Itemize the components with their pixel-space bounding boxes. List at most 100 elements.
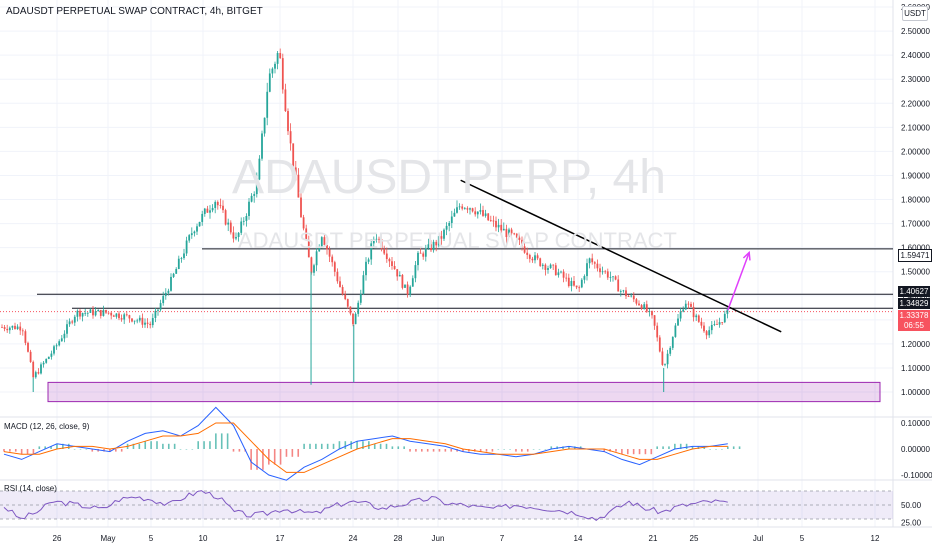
macd-histogram-bar: [385, 443, 388, 449]
candle-body: [242, 220, 245, 222]
projection-arrow[interactable]: [727, 250, 751, 311]
macd-tick-label: 0.10000: [901, 419, 930, 428]
candle-body: [427, 244, 430, 249]
macd-histogram-bar: [738, 446, 741, 449]
macd-histogram-bar: [491, 449, 494, 452]
currency-button[interactable]: USDT: [902, 6, 928, 21]
candle-body: [11, 325, 14, 328]
candle-body: [619, 291, 622, 292]
trendline[interactable]: [460, 179, 782, 333]
macd-histogram-bar: [497, 449, 500, 450]
macd-histogram-bar: [85, 449, 88, 450]
macd-histogram-bar: [526, 449, 529, 452]
candle-body: [253, 194, 256, 196]
level-badge-140: 1.40627: [898, 286, 930, 297]
macd-histogram-bar: [444, 449, 447, 452]
macd-histogram-bar: [109, 449, 111, 452]
candle-body: [474, 211, 477, 215]
candle-body: [318, 246, 321, 252]
macd-histogram-bar: [650, 449, 653, 455]
price-tick-label: 2.50000: [901, 27, 930, 36]
macd-histogram-bar: [67, 443, 70, 449]
candle-body: [198, 221, 201, 227]
macd-histogram-bar: [344, 441, 347, 449]
macd-histogram-bar: [403, 446, 405, 449]
chart-title: ADAUSDT PERPETUAL SWAP CONTRACT, 4h, BIT…: [6, 6, 263, 17]
macd-histogram-bar: [421, 449, 423, 452]
candle-body: [583, 276, 586, 280]
macd-histogram-bar: [644, 449, 647, 455]
candle-body: [580, 279, 583, 288]
macd-histogram-bar: [309, 443, 311, 449]
candle-body: [79, 310, 81, 317]
arrow-head: [742, 250, 751, 261]
macd-histogram-bar: [656, 446, 658, 449]
candle-body: [346, 299, 349, 307]
candle-body: [656, 325, 659, 338]
price-tick-label: 1.10000: [901, 364, 930, 373]
candle-body: [333, 262, 336, 272]
candle-body: [370, 243, 373, 260]
candle-body: [534, 255, 536, 261]
candle-body: [396, 269, 399, 277]
macd-histogram-bar: [362, 441, 364, 449]
macd-histogram-bar: [167, 443, 170, 449]
candle-body: [645, 304, 648, 312]
candle-body: [326, 244, 328, 250]
candle-body: [479, 210, 482, 212]
candle-body: [159, 303, 162, 310]
candle-body: [216, 201, 219, 206]
signal-line: [3, 422, 728, 473]
candle-body: [469, 208, 471, 210]
candle-body: [456, 207, 458, 213]
candle-body: [8, 327, 11, 331]
candle-body: [398, 274, 401, 277]
macd-histogram-bar: [220, 433, 223, 449]
macd-histogram-bar: [179, 449, 182, 450]
candle-body: [21, 330, 24, 332]
candle-body: [24, 331, 27, 343]
candle-body: [263, 117, 266, 134]
candle-body: [164, 292, 167, 296]
candle-body: [245, 215, 248, 221]
candle-body: [193, 231, 196, 234]
macd-histogram-bar: [26, 449, 29, 455]
candle-body: [149, 323, 152, 326]
macd-histogram-bar: [638, 449, 641, 455]
candle-body: [89, 309, 92, 313]
rsi-line: [3, 490, 728, 521]
candle-body: [508, 229, 510, 238]
candle-body: [133, 320, 136, 322]
candles: [1, 48, 729, 392]
candle-body: [705, 331, 708, 336]
candle-body: [248, 201, 250, 216]
candle-body: [677, 318, 679, 326]
macd-histogram-bar: [709, 449, 711, 450]
candle-body: [591, 258, 594, 263]
macd-histogram-bar: [550, 446, 553, 449]
candle-body: [375, 238, 378, 240]
time-axis[interactable]: 26 May 5 10 17 24 28 Jun 7 14 21 25 Jul 5 12: [53, 534, 880, 543]
candle-body: [190, 233, 193, 236]
grid: [0, 0, 932, 528]
candle-body: [383, 248, 386, 254]
price-tick-label: 1.20000: [901, 340, 930, 349]
candle-body: [471, 208, 474, 212]
support-zone: [47, 381, 881, 403]
macd-histogram-bar: [291, 449, 294, 457]
candle-body: [305, 228, 308, 240]
candle-body: [14, 325, 16, 330]
macd-tick-label: -0.10000: [901, 471, 932, 480]
last-price-badge: 1.33378: [898, 310, 930, 321]
macd-histogram-bar: [197, 441, 199, 449]
candle-body: [63, 333, 66, 339]
price-axis[interactable]: 2.600002.500002.400002.300002.200002.100…: [901, 3, 932, 528]
candle-body: [440, 236, 443, 239]
macd-line: [3, 406, 728, 481]
candle-body: [300, 197, 302, 218]
macd-histogram-bar: [38, 446, 41, 449]
candle-body: [664, 364, 666, 366]
price-tick-label: 1.80000: [901, 196, 930, 205]
candle-body: [463, 208, 466, 209]
